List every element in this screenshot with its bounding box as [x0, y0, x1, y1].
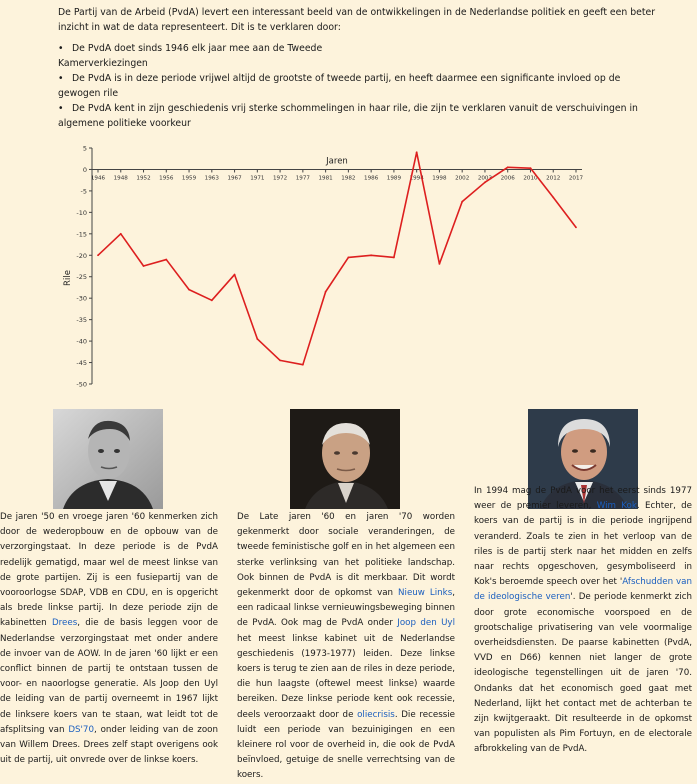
list-item: • De PvdA kent in zijn geschiedenis vrij …: [58, 101, 678, 131]
y-tick-label: -35: [76, 316, 87, 324]
x-tick-label: 2017: [569, 175, 584, 181]
x-tick-label: 1989: [387, 175, 402, 181]
x-tick-label: 1982: [341, 175, 355, 181]
y-tick-label: 0: [83, 166, 87, 174]
intro-bullet-list: • De PvdA doet sinds 1946 elk jaar mee aa…: [58, 41, 678, 131]
data-point: [165, 258, 168, 261]
data-point: [279, 359, 281, 362]
list-item: • De PvdA doet sinds 1946 elk jaar mee aa…: [58, 41, 678, 71]
data-point: [256, 338, 259, 340]
column-text: het meest linkse kabinet uit de Nederlan…: [237, 633, 455, 720]
text-column-2: De Late jaren '60 en jaren '70 worden ge…: [237, 510, 455, 784]
data-point: [552, 196, 555, 199]
y-tick-label: -45: [76, 359, 87, 367]
data-point: [142, 265, 145, 267]
x-tick-label: 1994: [410, 175, 425, 181]
data-point: [438, 262, 441, 265]
x-tick-label: 2003: [478, 175, 493, 181]
data-point: [506, 166, 509, 169]
data-point: [347, 256, 350, 259]
x-tick-label: 1963: [205, 175, 220, 181]
x-tick-label: 1967: [227, 175, 242, 181]
portrait-photo-3: [528, 409, 638, 509]
x-tick-label: 2006: [501, 175, 516, 181]
bullet-icon: •: [58, 43, 64, 54]
data-point: [461, 200, 464, 203]
portrait-photo-1: [53, 409, 163, 509]
series-line: [97, 151, 577, 366]
x-tick-label: 1998: [432, 175, 447, 181]
text-column-3: In 1994 mag de PvdA voor het eerst sinds…: [474, 484, 692, 758]
x-tick-label: 2010: [523, 175, 538, 181]
y-tick-label: -25: [76, 273, 87, 281]
data-point: [370, 254, 373, 257]
column-text: , een radicaal linkse vernieuwingsbewegi…: [237, 588, 455, 629]
x-tick-label: 1952: [136, 175, 150, 181]
column-text: De jaren '50 en vroege jaren '60 kenmerk…: [0, 512, 218, 629]
x-tick-label: 1959: [182, 175, 197, 181]
inline-link[interactable]: DS'70: [68, 724, 94, 735]
x-tick-label: 2002: [455, 175, 469, 181]
data-point: [301, 363, 304, 366]
data-point: [210, 299, 213, 302]
column-text: , onder leiding van de zoon van Willem D…: [0, 724, 218, 766]
intro-paragraph: De Partij van de Arbeid (PvdA) levert ee…: [58, 7, 656, 33]
intro-section: De Partij van de Arbeid (PvdA) levert ee…: [58, 5, 678, 131]
inline-link[interactable]: oliecrisis: [357, 709, 395, 720]
bullet-icon: •: [58, 103, 64, 114]
rile-chart: 5 0 -5 -10 -15 -20 -25 -30 -35 -40 -45 -50 1946 1948 1…: [58, 140, 598, 390]
data-point: [119, 232, 122, 235]
y-tick-label: -30: [76, 295, 87, 303]
y-tick-label: -5: [81, 187, 87, 195]
x-tick-label: 1977: [296, 175, 311, 181]
data-point: [97, 254, 99, 257]
data-point: [484, 181, 486, 184]
y-tick-label: -50: [76, 381, 87, 389]
data-point: [575, 226, 577, 229]
column-text: '. De periode kenmerkt zich door grote e…: [474, 592, 692, 755]
column-text: , die de basis leggen voor de Nederlands…: [0, 618, 219, 735]
inline-link[interactable]: Drees: [51, 618, 78, 629]
data-point: [415, 151, 418, 154]
y-tick-label: -40: [76, 338, 87, 346]
bullet-icon: •: [58, 73, 64, 84]
bullet-text-cont: algemene politieke voorkeur: [58, 118, 191, 129]
bullet-text-cont: Kamerverkiezingen: [58, 58, 148, 69]
x-tick-label: 1972: [273, 175, 287, 181]
column-text: . Echter, de koers van de partij is in d…: [474, 501, 693, 588]
list-item: • De PvdA is in deze periode vrijwel alti…: [58, 71, 678, 101]
data-point: [188, 288, 190, 291]
x-tick-label: 1981: [318, 175, 333, 181]
bullet-text-cont: gewogen rile: [58, 88, 119, 99]
column-text: In 1994 mag de PvdA voor het eerst sinds…: [474, 486, 692, 512]
y-tick-label: -15: [76, 230, 87, 238]
chart-canvas: 5 0 -5 -10 -15 -20 -25 -30 -35 -40 -45 -50 1946 1948 1…: [63, 145, 584, 389]
x-axis-label: Jaren: [325, 156, 348, 166]
x-tick-label: 1948: [114, 175, 129, 181]
inline-link[interactable]: Joop den Uyl: [397, 618, 455, 629]
data-point: [233, 273, 236, 276]
bullet-text: De PvdA kent in zijn geschiedenis vrij s…: [72, 103, 638, 114]
column-text: De Late jaren '60 en jaren '70 worden ge…: [237, 512, 455, 599]
x-tick-label: 2012: [546, 175, 560, 181]
data-point: [393, 256, 395, 259]
inline-link[interactable]: Nieuw Links: [398, 588, 453, 599]
inline-link[interactable]: Afschudden van de ideologische veren: [474, 577, 692, 603]
y-tick-label: 5: [83, 145, 87, 153]
bullet-text: De PvdA is in deze periode vrijwel altij…: [72, 73, 621, 84]
x-tick-label: 1986: [364, 175, 379, 181]
data-point: [324, 290, 327, 293]
y-tick-label: -20: [76, 252, 87, 260]
x-tick-label: 1946: [91, 175, 106, 181]
data-point: [529, 167, 532, 170]
x-tick-label: 1956: [159, 175, 174, 181]
column-text: . Die recessie luidt een periode van bez…: [237, 709, 456, 781]
y-tick-label: -10: [76, 209, 87, 217]
bullet-text: De PvdA doet sinds 1946 elk jaar mee aan…: [72, 43, 323, 54]
inline-link[interactable]: Wim Kok: [596, 501, 637, 512]
text-column-1: De jaren '50 en vroege jaren '60 kenmerk…: [0, 510, 218, 768]
x-tick-label: 1971: [250, 175, 265, 181]
y-axis-label: Rile: [63, 270, 73, 286]
portrait-photo-2: [290, 409, 400, 509]
